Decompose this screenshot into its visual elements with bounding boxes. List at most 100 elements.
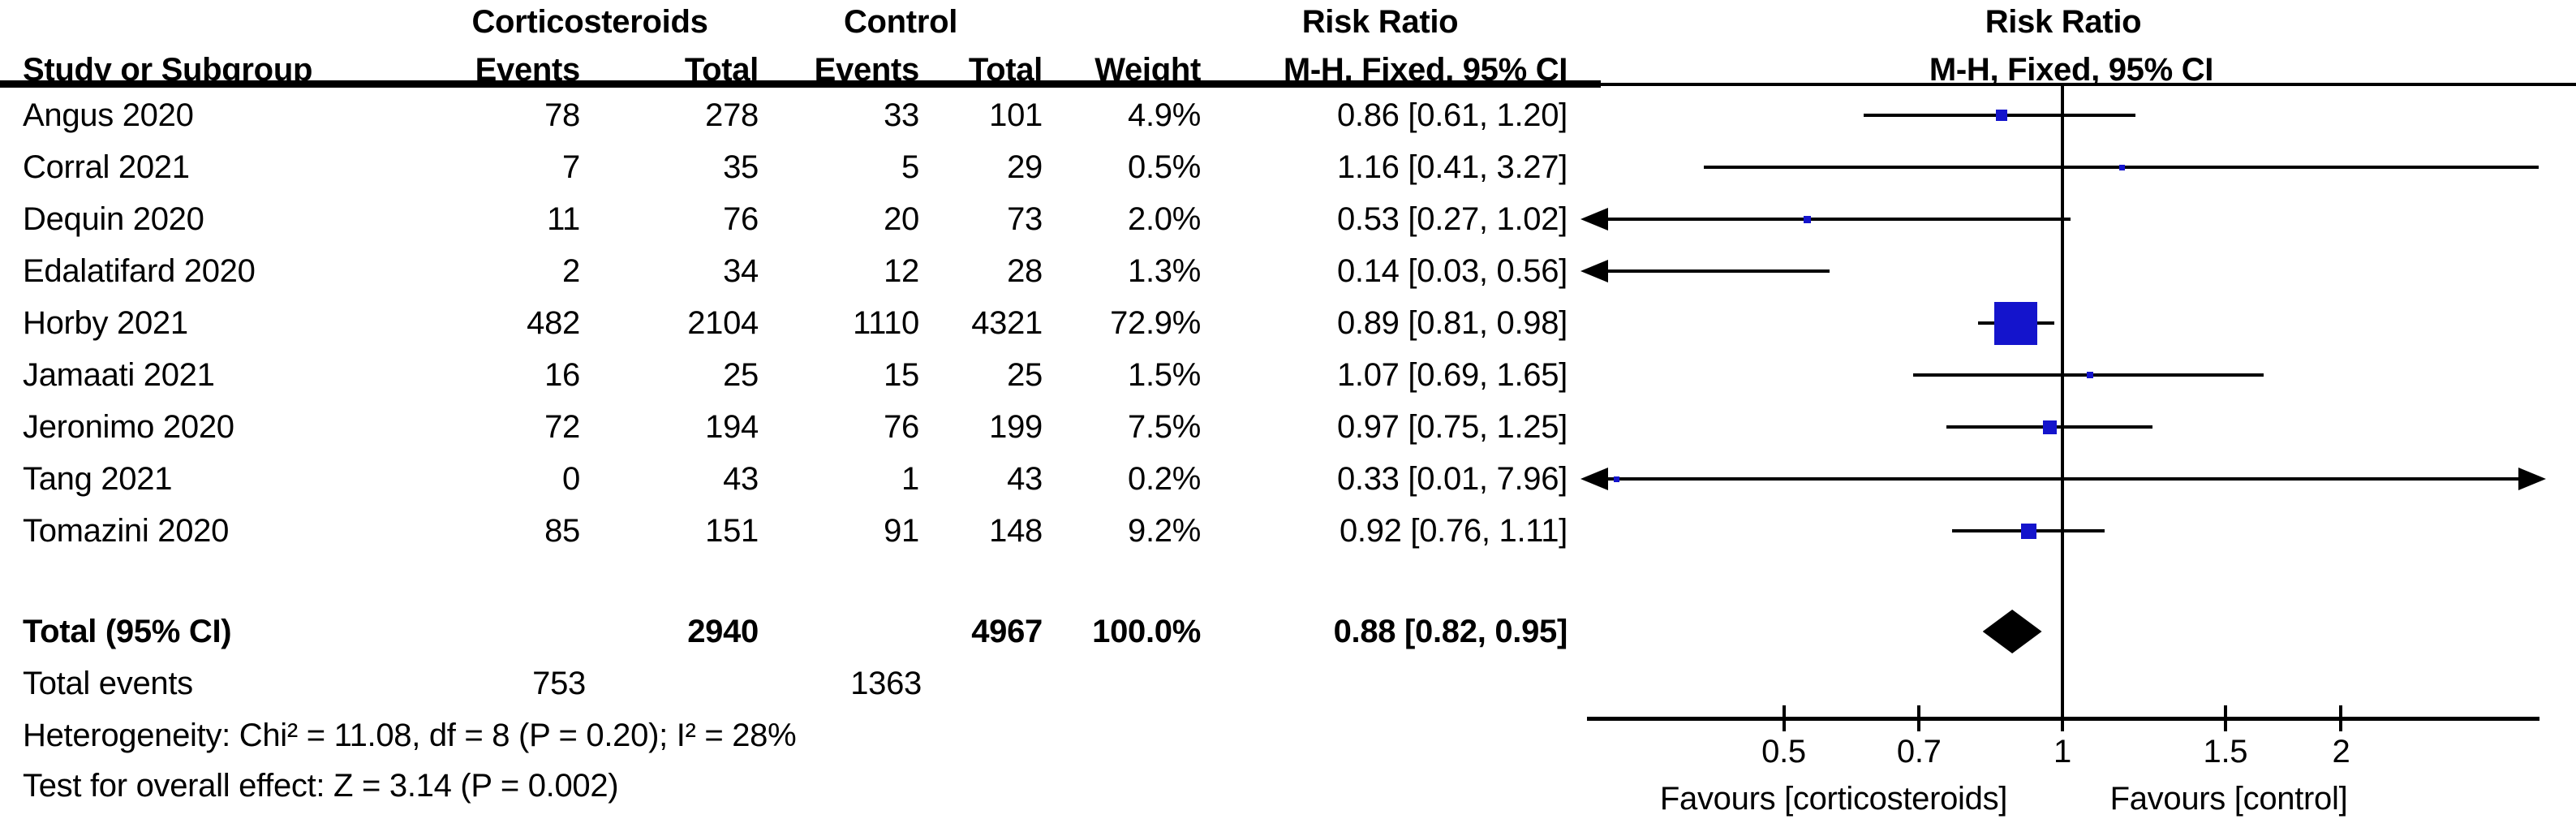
axis-tick <box>2339 705 2343 731</box>
total-control: 43 <box>1007 461 1043 497</box>
study-name: Dequin 2020 <box>23 201 204 237</box>
total-corticosteroids: 151 <box>705 513 759 549</box>
weight-value: 0.2% <box>1128 461 1201 497</box>
favours-right-label: Favours [control] <box>2109 781 2348 817</box>
point-estimate-marker <box>1614 476 1620 482</box>
estimate-text: 0.33 [0.01, 7.96] <box>1336 461 1568 497</box>
favours-left-label: Favours [corticosteroids] <box>1659 781 2008 817</box>
axis-tick <box>1782 705 1786 731</box>
weight-value: 1.5% <box>1128 357 1201 393</box>
total-corticosteroids: 43 <box>723 461 759 497</box>
total-corticosteroids: 35 <box>723 149 759 185</box>
estimate-text: 1.07 [0.69, 1.65] <box>1336 357 1568 393</box>
weight-value: 7.5% <box>1128 409 1201 445</box>
total-control: 4321 <box>971 305 1043 341</box>
point-estimate-marker <box>1993 301 2037 345</box>
events-corticosteroids: 16 <box>544 357 580 393</box>
events-control: 76 <box>884 409 919 445</box>
column-header-method-plot: M-H, Fixed, 95% CI <box>1929 52 2214 88</box>
group-header-corticosteroids: Corticosteroids <box>471 4 708 40</box>
total-control: 199 <box>989 409 1043 445</box>
total-corticosteroids: 34 <box>723 253 759 289</box>
estimate-text: 1.16 [0.41, 3.27] <box>1336 149 1568 185</box>
study-name: Horby 2021 <box>23 305 188 341</box>
study-name: Tang 2021 <box>23 461 173 497</box>
total-control: 25 <box>1007 357 1043 393</box>
events-corticosteroids: 2 <box>562 253 580 289</box>
heterogeneity-stat: Heterogeneity: Chi² = 11.08, df = 8 (P =… <box>23 718 797 753</box>
events-corticosteroids: 11 <box>547 201 580 237</box>
ci-line <box>1608 269 1830 273</box>
events-corticosteroids: 72 <box>544 409 580 445</box>
group-header-control: Control <box>843 4 958 40</box>
estimate-text: 0.89 [0.81, 0.98] <box>1336 305 1568 341</box>
weight-value: 1.3% <box>1128 253 1201 289</box>
axis-tick-label: 0.5 <box>1761 734 1806 769</box>
total-corticosteroids: 278 <box>705 97 759 133</box>
study-name: Angus 2020 <box>23 97 194 133</box>
total-events-label: Total events <box>23 666 193 701</box>
estimate-text: 0.97 [0.75, 1.25] <box>1336 409 1568 445</box>
study-name: Edalatifard 2020 <box>23 253 256 289</box>
ci-arrow-left-icon <box>1580 260 1608 282</box>
total-control: 148 <box>989 513 1043 549</box>
header-rule-right <box>1601 83 2576 86</box>
total-corticosteroids: 2104 <box>687 305 759 341</box>
ci-arrow-left-icon <box>1580 468 1608 490</box>
total-corticosteroids: 2940 <box>687 614 759 649</box>
pooled-diamond <box>1982 610 2042 653</box>
total-control: 29 <box>1007 149 1043 185</box>
total-control: 28 <box>1007 253 1043 289</box>
total-row-label: Total (95% CI) <box>23 614 232 649</box>
axis-tick-label: 1.5 <box>2203 734 2248 769</box>
weight-value: 9.2% <box>1128 513 1201 549</box>
point-estimate-marker <box>2021 523 2037 539</box>
ci-line <box>1608 218 2071 221</box>
estimate-text: 0.86 [0.61, 1.20] <box>1336 97 1568 133</box>
total-control: 4967 <box>971 614 1043 649</box>
no-effect-line <box>2061 84 2064 722</box>
weight-value: 2.0% <box>1128 201 1201 237</box>
events-control: 20 <box>884 201 919 237</box>
events-control: 5 <box>901 149 919 185</box>
axis-tick <box>2061 705 2064 731</box>
events-control: 1 <box>901 461 919 497</box>
total-control: 73 <box>1007 201 1043 237</box>
events-corticosteroids: 78 <box>544 97 580 133</box>
axis-tick <box>1917 705 1921 731</box>
total-corticosteroids: 25 <box>723 357 759 393</box>
events-corticosteroids: 85 <box>544 513 580 549</box>
estimate-text: 0.14 [0.03, 0.56] <box>1336 253 1568 289</box>
events-corticosteroids: 0 <box>562 461 580 497</box>
column-header-risk-ratio-plot: Risk Ratio <box>1985 4 2142 40</box>
ci-arrow-right-icon <box>2518 468 2546 490</box>
total-corticosteroids: 194 <box>705 409 759 445</box>
total-control: 101 <box>989 97 1043 133</box>
point-estimate-marker <box>2043 420 2058 434</box>
axis-tick-label: 2 <box>2332 734 2350 769</box>
total-estimate: 0.88 [0.82, 0.95] <box>1333 614 1568 649</box>
estimate-text: 0.92 [0.76, 1.11] <box>1339 513 1568 549</box>
events-control: 33 <box>884 97 919 133</box>
total-weight: 100.0% <box>1092 614 1201 649</box>
study-name: Corral 2021 <box>23 149 190 185</box>
axis-tick-label: 1 <box>2053 734 2071 769</box>
total-events-control: 1363 <box>850 666 922 701</box>
overall-effect-stat: Test for overall effect: Z = 3.14 (P = 0… <box>23 768 619 804</box>
header-rule-left <box>0 80 1601 88</box>
events-control: 15 <box>884 357 919 393</box>
column-header-risk-ratio-text: Risk Ratio <box>1301 4 1459 40</box>
events-control: 91 <box>884 513 919 549</box>
study-name: Tomazini 2020 <box>23 513 230 549</box>
ci-arrow-left-icon <box>1580 208 1608 231</box>
total-corticosteroids: 76 <box>723 201 759 237</box>
weight-value: 0.5% <box>1128 149 1201 185</box>
point-estimate-marker <box>2119 164 2126 170</box>
weight-value: 4.9% <box>1128 97 1201 133</box>
events-control: 12 <box>884 253 919 289</box>
total-events-corticosteroids: 753 <box>532 666 586 701</box>
point-estimate-marker <box>1996 110 2008 121</box>
point-estimate-marker <box>1803 215 1811 223</box>
events-corticosteroids: 482 <box>527 305 580 341</box>
